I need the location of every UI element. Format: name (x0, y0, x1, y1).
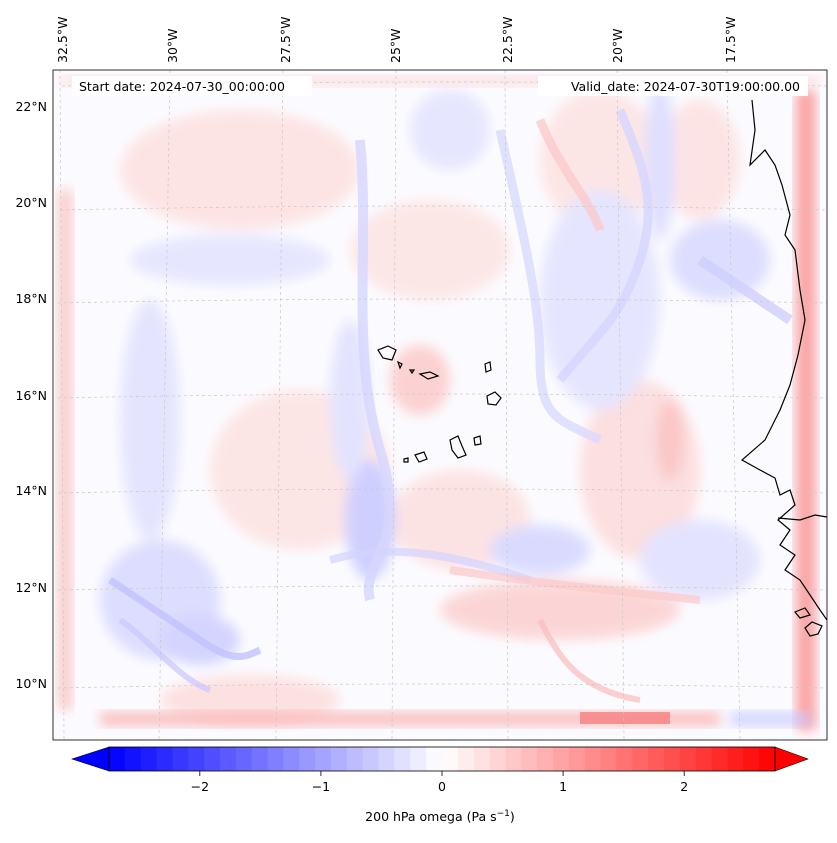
colorbar-segment (109, 747, 126, 771)
colorbar-segment (664, 747, 681, 771)
colorbar-segment (394, 747, 411, 771)
lon-label-22-5w: 22.5°W (500, 17, 515, 63)
lon-label-30w: 30°W (165, 28, 180, 63)
colorbar-tick-label: −2 (191, 779, 209, 794)
colorbar-segment (235, 747, 253, 771)
colorbar-segment (759, 747, 776, 771)
start-date-box (72, 76, 312, 96)
colorbar-segment (553, 747, 570, 771)
lon-label-20w: 20°W (610, 28, 625, 63)
omega-field (58, 76, 820, 730)
longitude-labels: 32.5°W 30°W 27.5°W 25°W 22.5°W 20°W 17.5… (55, 17, 738, 63)
island-santiago (449, 435, 467, 459)
lat-label-22n: 22°N (15, 99, 47, 114)
island-santo-antao (377, 345, 397, 361)
coastline (740, 99, 827, 637)
colorbar-segment (489, 747, 507, 771)
latitude-labels: 22°N 20°N 18°N 16°N 14°N 12°N 10°N (15, 99, 47, 691)
cape-verde-islands (377, 345, 502, 463)
colorbar-segment (267, 747, 285, 771)
colorbar-segment (568, 747, 586, 771)
lat-label-16n: 16°N (15, 388, 47, 403)
colorbar-tick-label: −1 (312, 779, 330, 794)
lat-label-12n: 12°N (15, 580, 47, 595)
colorbar-segment (632, 747, 649, 771)
island-santa-luzia (408, 369, 416, 375)
colorbar-segment (378, 747, 396, 771)
island-sal (484, 361, 492, 373)
lon-label-25w: 25°W (388, 28, 403, 63)
lat-label-14n: 14°N (15, 483, 47, 498)
island-sao-vicente (396, 360, 403, 370)
colorbar-segment (743, 747, 760, 771)
colorbar-tick-label: 0 (438, 779, 446, 794)
colorbar-segment (331, 747, 348, 771)
lon-label-27-5w: 27.5°W (278, 17, 293, 63)
lon-label-17-5w: 17.5°W (723, 17, 738, 63)
colorbar-segment (600, 747, 618, 771)
colorbar-segment (156, 747, 174, 771)
colorbar-segment (521, 747, 538, 771)
colorbar-label: 200 hPa omega (Pa s−1) (365, 809, 515, 824)
map-frame (52, 69, 828, 741)
valid-date-box (538, 76, 808, 96)
valid-date-label: Valid_date: 2024-07-30T19:00:00.00 (571, 79, 800, 94)
colorbar-segment (172, 747, 189, 771)
colorbar-max-extend (774, 746, 809, 772)
island-maio (473, 435, 482, 446)
island-boa-vista (486, 391, 502, 406)
colorbar: −2 −1 0 1 2 200 hPa omega (Pa s−1) (71, 746, 809, 824)
colorbar-segment (410, 747, 427, 771)
colorbar-segment (204, 747, 221, 771)
colorbar-segments (109, 747, 776, 771)
colorbar-segment (362, 747, 380, 771)
colorbar-segment (283, 747, 300, 771)
colorbar-segment (473, 747, 491, 771)
colorbar-segment (695, 747, 713, 771)
colorbar-segment (616, 747, 633, 771)
colorbar-segment (537, 747, 554, 771)
colorbar-tick-label: 1 (559, 779, 567, 794)
colorbar-segment (426, 747, 443, 771)
start-date-label: Start date: 2024-07-30_00:00:00 (79, 79, 285, 94)
island-sao-nicolau (418, 371, 440, 380)
colorbar-segment (140, 747, 158, 771)
island-brava (403, 457, 409, 463)
graticule (57, 70, 827, 740)
colorbar-segment (679, 747, 697, 771)
lat-label-20n: 20°N (15, 195, 47, 210)
colorbar-segment (505, 747, 522, 771)
lat-label-10n: 10°N (15, 676, 47, 691)
colorbar-segment (584, 747, 602, 771)
colorbar-segment (727, 747, 744, 771)
colorbar-min-extend (71, 746, 110, 772)
lat-label-18n: 18°N (15, 291, 47, 306)
colorbar-segment (346, 747, 364, 771)
colorbar-segment (251, 747, 269, 771)
island-fogo (414, 451, 428, 463)
colorbar-segment (124, 747, 142, 771)
colorbar-tick-label: 2 (680, 779, 688, 794)
colorbar-segment (220, 747, 237, 771)
colorbar-segment (648, 747, 665, 771)
colorbar-segment (299, 747, 316, 771)
colorbar-segment (315, 747, 332, 771)
colorbar-segment (188, 747, 205, 771)
lon-label-32-5w: 32.5°W (55, 17, 70, 63)
colorbar-segment (457, 747, 475, 771)
colorbar-segment (711, 747, 729, 771)
colorbar-ticks: −2 −1 0 1 2 (191, 771, 688, 794)
colorbar-segment (442, 747, 459, 771)
